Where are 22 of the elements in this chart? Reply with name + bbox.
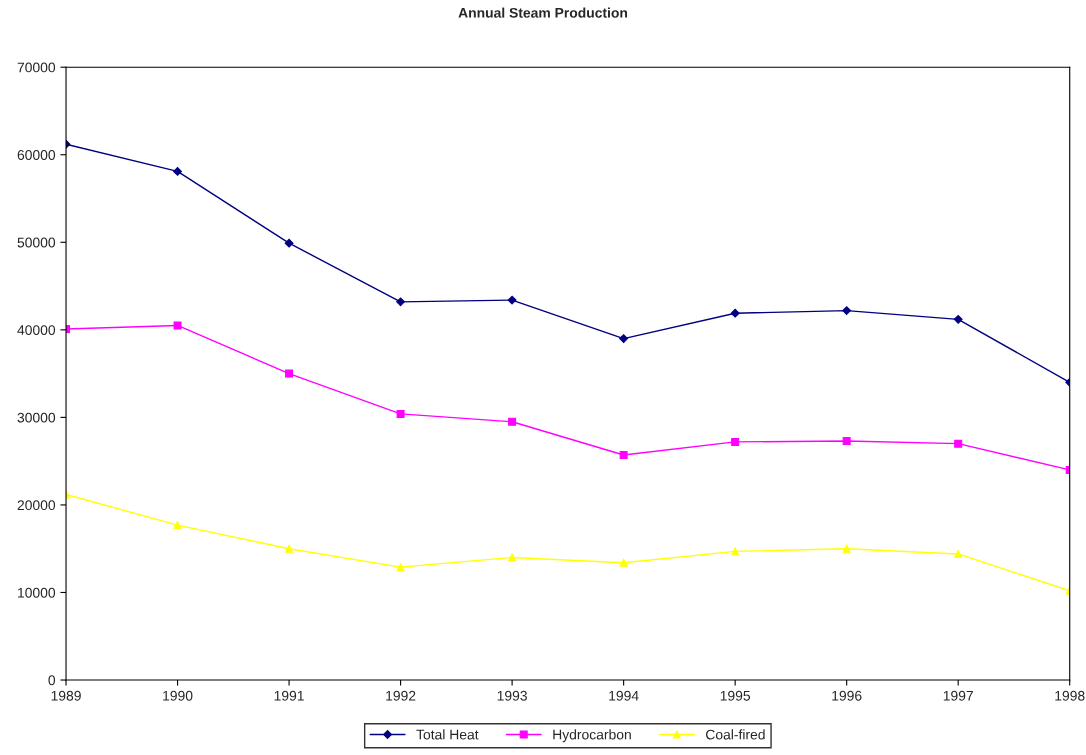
y-tick-label: 60000 (17, 150, 56, 160)
x-tick-label: 1996 (832, 690, 862, 701)
y-tick-label: 40000 (17, 325, 56, 336)
y-tick-label: 70000 (17, 62, 56, 73)
y-tick-label: 20000 (17, 500, 56, 511)
y-tick-label: 30000 (17, 412, 56, 423)
x-tick-label: 1993 (497, 690, 527, 701)
y-tick-label: 50000 (17, 237, 56, 248)
x-tick-label: 1997 (943, 690, 973, 701)
x-tick-label: 1992 (386, 690, 416, 701)
x-tick-label: 1994 (609, 690, 639, 701)
x-tick-label: 1989 (51, 690, 81, 701)
legend-label: Total Heat (416, 729, 479, 740)
x-tick-label: 1998 (1055, 690, 1085, 701)
x-tick-label: 1995 (720, 690, 751, 701)
legend-label: Hydrocarbon (553, 729, 631, 743)
legend-label: Coal-fired (706, 729, 765, 740)
chart-title: Annual Steam Production (458, 7, 628, 18)
y-tick-label: 10000 (18, 587, 56, 598)
y-tick-label: 0 (48, 675, 56, 686)
x-tick-label: 1990 (163, 690, 193, 701)
x-tick-label: 1991 (274, 690, 304, 701)
